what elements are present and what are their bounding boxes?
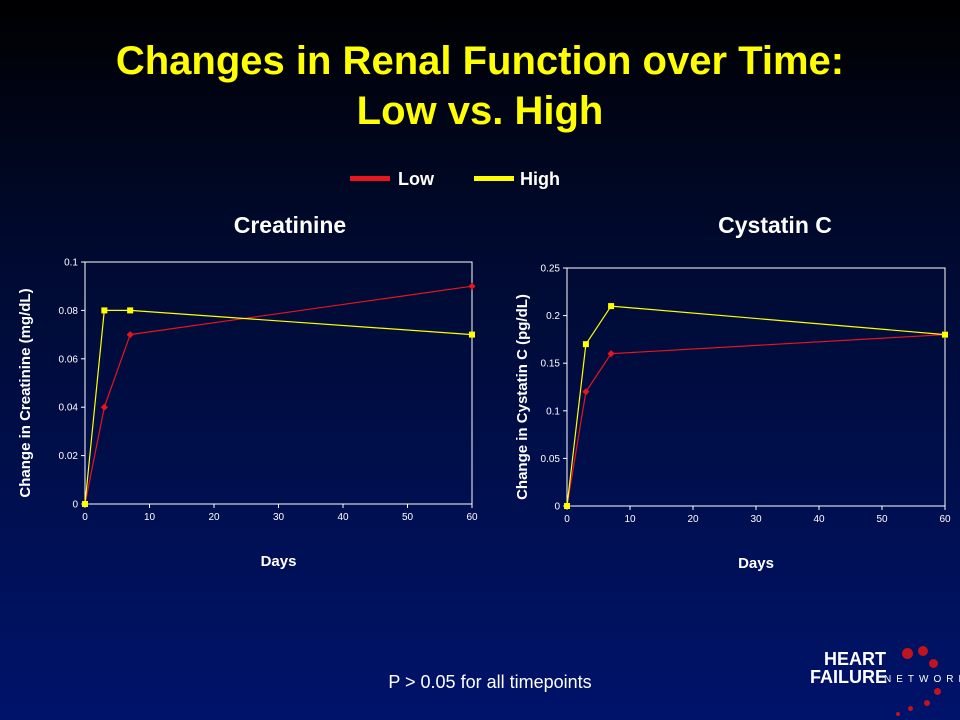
data-point-high xyxy=(127,307,134,314)
logo-text-failure: FAILURE xyxy=(810,667,888,687)
x-tick-label: 60 xyxy=(466,512,478,523)
series-line-low xyxy=(84,285,473,505)
logo-text-network: NETWORK xyxy=(884,674,960,685)
data-point-low xyxy=(468,282,476,290)
y-tick-label: 0.15 xyxy=(541,359,561,370)
legend-label-high: High xyxy=(520,169,560,189)
y-tick-label: 0.05 xyxy=(541,454,561,465)
data-point-high xyxy=(582,341,589,348)
plot-area xyxy=(84,261,473,505)
x-tick-label: 40 xyxy=(337,512,349,523)
data-point-high xyxy=(101,307,108,314)
x-tick-label: 30 xyxy=(273,512,285,523)
plot-area xyxy=(566,267,946,507)
x-tick-label: 50 xyxy=(876,514,888,525)
x-tick-label: 50 xyxy=(402,512,414,523)
data-point-high xyxy=(942,331,948,338)
data-point-low xyxy=(126,331,134,339)
y-tick-label: 0.2 xyxy=(546,311,560,322)
legend-swatch-low xyxy=(350,176,390,181)
x-tick-label: 40 xyxy=(813,514,825,525)
slide-title-line-2: Low vs. High xyxy=(356,89,604,133)
y-tick-label: 0.02 xyxy=(59,451,79,462)
logo-text-heart: HEART xyxy=(824,649,886,669)
y-tick-label: 0.06 xyxy=(59,354,79,365)
series-line-low xyxy=(566,334,946,507)
data-point-low xyxy=(607,350,615,358)
x-tick-label: 20 xyxy=(687,514,699,525)
x-tick-label: 10 xyxy=(144,512,156,523)
x-axis-title: Days xyxy=(261,553,297,570)
x-tick-label: 0 xyxy=(564,514,570,525)
y-tick-label: 0.25 xyxy=(541,264,561,275)
cystatin-chart-title: Cystatin C xyxy=(718,212,832,238)
data-point-low xyxy=(100,403,108,411)
creatinine-chart-title: Creatinine xyxy=(233,212,347,238)
legend-swatch-high xyxy=(474,176,514,181)
y-tick-label: 0.04 xyxy=(59,403,79,414)
y-axis-title: Change in Cystatin C (pg/dL) xyxy=(514,294,531,500)
series-line-high xyxy=(84,309,473,505)
x-tick-label: 30 xyxy=(750,514,762,525)
x-tick-label: 60 xyxy=(939,514,951,525)
slide-title-line-1: Changes in Renal Function over Time: xyxy=(115,39,845,83)
y-tick-label: 0.08 xyxy=(59,306,79,317)
x-tick-label: 20 xyxy=(208,512,220,523)
heart-failure-network-logo: HEART FAILURE NETWORK xyxy=(808,644,960,720)
data-point-high xyxy=(564,503,570,509)
data-point-high xyxy=(82,501,88,507)
y-tick-label: 0 xyxy=(72,500,78,511)
slide-title: Changes in Renal Function over Time: Low… xyxy=(0,36,960,136)
data-point-low xyxy=(582,388,590,396)
y-tick-label: 0 xyxy=(554,502,560,513)
x-tick-label: 0 xyxy=(82,512,88,523)
series-line-high xyxy=(566,305,946,507)
x-axis-title: Days xyxy=(738,555,774,572)
y-tick-label: 0.1 xyxy=(64,258,78,269)
data-point-high xyxy=(608,303,615,310)
creatinine-chart: 0 0.02 0.04 0.06 0.08 0.1 0 10 20 30 40 50 60 Days Cha… xyxy=(17,258,478,571)
y-axis-title: Change in Creatinine (mg/dL) xyxy=(17,288,34,497)
footnote: P > 0.05 for all timepoints xyxy=(388,672,592,692)
cystatin-chart: 0 0.05 0.1 0.15 0.2 0.25 0 10 20 30 40 50 60 Days Chan… xyxy=(514,264,951,573)
data-point-high xyxy=(469,331,475,338)
y-tick-label: 0.1 xyxy=(546,406,560,417)
legend-label-low: Low xyxy=(398,169,434,189)
x-tick-label: 10 xyxy=(624,514,636,525)
